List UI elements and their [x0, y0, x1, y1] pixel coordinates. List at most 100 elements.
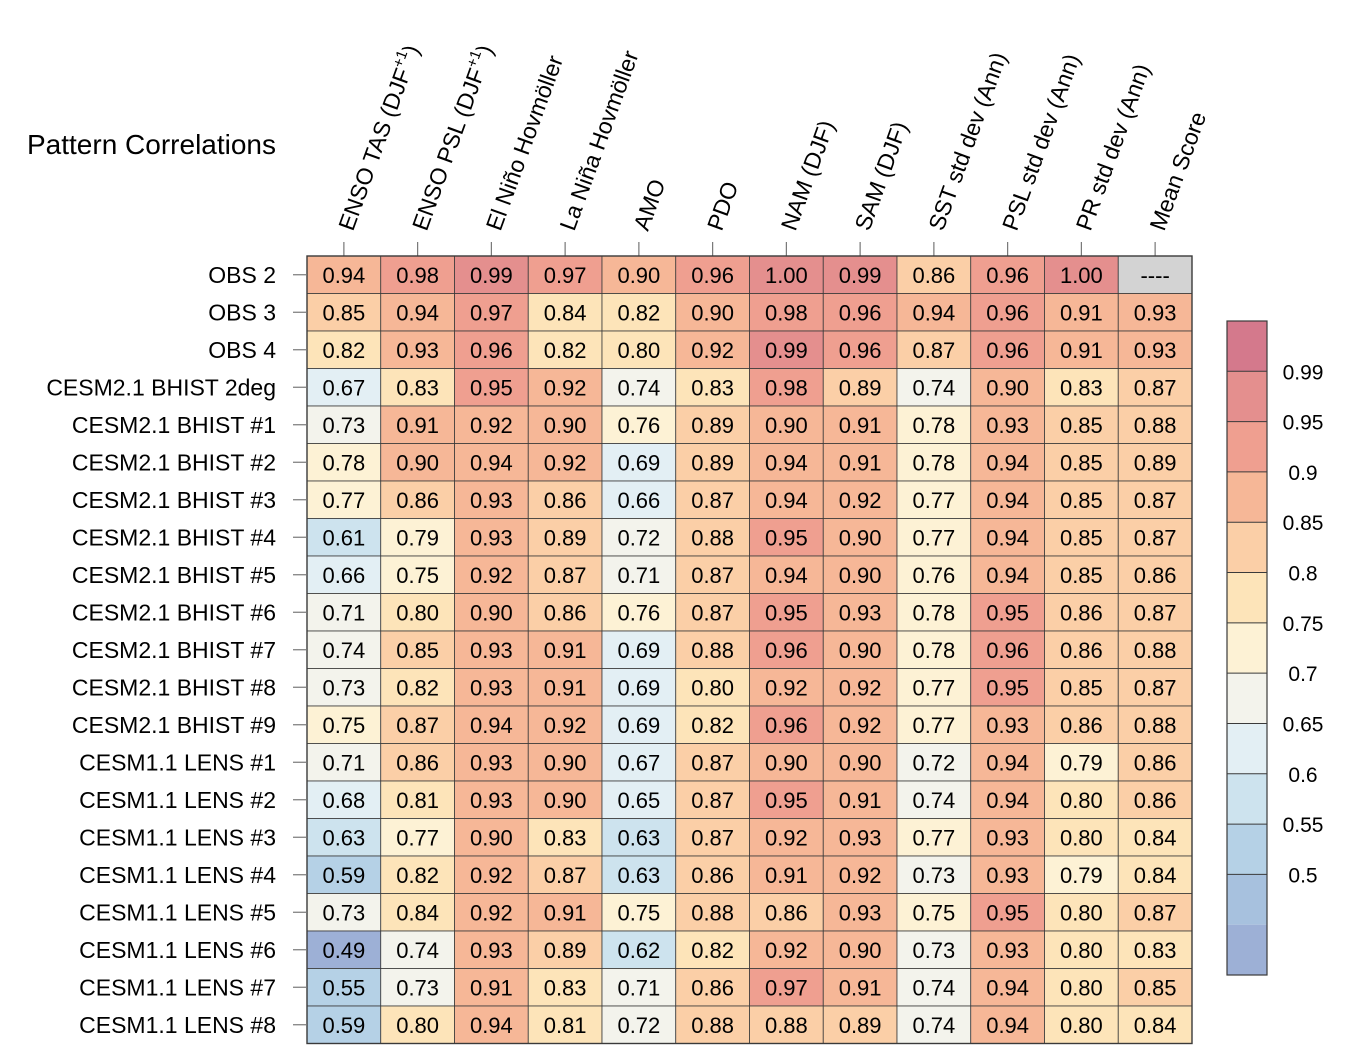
heatmap-cell	[380, 1005, 455, 1044]
heatmap-cell	[896, 518, 972, 557]
cell-value: 0.84	[1134, 1013, 1177, 1038]
heatmap-cell	[822, 855, 898, 894]
heatmap-cell	[1044, 518, 1119, 557]
cell-value: 0.92	[544, 375, 587, 400]
cell-value: 0.85	[1060, 563, 1103, 588]
cell-value: 0.90	[765, 413, 808, 438]
cell-value: 0.87	[1134, 675, 1177, 700]
cell-value: 0.92	[470, 563, 513, 588]
heatmap-cell	[601, 405, 677, 444]
heatmap-cell	[1117, 518, 1193, 557]
cell-value: 0.82	[322, 338, 365, 363]
cell-value: 0.99	[839, 263, 882, 288]
heatmap-cell	[896, 330, 972, 369]
colorbar-segment	[1227, 723, 1267, 774]
colorbar-label: 0.85	[1283, 512, 1324, 535]
heatmap-cell	[527, 480, 603, 519]
heatmap-grid: 0.94 0.98 0.99 0.97 0.90 0.96 1.00 0.99 0.86 0.96…	[306, 255, 1193, 1045]
heatmap-cell	[749, 668, 824, 707]
cell-value: 0.88	[691, 1013, 734, 1038]
cell-value: 0.91	[839, 450, 882, 475]
heatmap-cell	[1044, 555, 1119, 594]
heatmap-cell	[601, 855, 677, 894]
cell-value: 0.90	[839, 750, 882, 775]
cell-value: 0.80	[396, 600, 439, 625]
cell-value: 0.80	[617, 338, 660, 363]
heatmap-cell	[1117, 893, 1193, 932]
row-label: CESM2.1 BHIST #8	[72, 674, 276, 700]
cell-value: 0.87	[1134, 900, 1177, 925]
heatmap-cell	[454, 330, 529, 369]
cell-value: 0.99	[765, 338, 808, 363]
row-label: OBS 2	[208, 262, 276, 288]
cell-value: 0.91	[839, 975, 882, 1000]
cell-value: 0.97	[470, 300, 513, 325]
heatmap-cell	[749, 930, 824, 969]
cell-value: 0.93	[986, 863, 1029, 888]
heatmap-cell	[601, 1005, 677, 1044]
heatmap-cell	[822, 1005, 898, 1044]
heatmap-cell	[306, 668, 382, 707]
row-label: CESM2.1 BHIST #9	[72, 712, 276, 738]
heatmap-cell	[454, 480, 529, 519]
row-label: CESM1.1 LENS #4	[79, 862, 276, 888]
cell-value: 0.77	[912, 675, 955, 700]
cell-value: 0.94	[470, 713, 513, 738]
row-label: OBS 3	[208, 299, 276, 325]
cell-value: 0.85	[1134, 975, 1177, 1000]
cell-value: 0.92	[470, 900, 513, 925]
heatmap-cell	[527, 293, 603, 332]
column-label: ENSO TAS (DJF+1)	[331, 41, 424, 234]
heatmap-cell	[822, 705, 898, 744]
heatmap-cell	[527, 593, 603, 632]
row-label: CESM1.1 LENS #6	[79, 937, 276, 963]
heatmap-cell	[1117, 855, 1193, 894]
cell-value: 0.86	[1134, 563, 1177, 588]
heatmap-cell	[970, 1005, 1045, 1044]
heatmap-cell	[306, 818, 382, 857]
heatmap-cell	[1117, 630, 1193, 669]
cell-value: 0.95	[765, 600, 808, 625]
cell-value: 0.95	[765, 788, 808, 813]
cell-value: 0.92	[765, 938, 808, 963]
heatmap-cell	[527, 518, 603, 557]
cell-value: 0.87	[1134, 525, 1177, 550]
cell-value: 0.94	[765, 450, 808, 475]
cell-value: 0.63	[322, 825, 365, 850]
heatmap-cell	[380, 855, 455, 894]
cell-value: 0.90	[470, 825, 513, 850]
cell-value: 0.94	[765, 563, 808, 588]
heatmap-cell	[601, 330, 677, 369]
heatmap-cell	[527, 855, 603, 894]
heatmap-cell	[970, 780, 1045, 819]
heatmap-cell	[454, 405, 529, 444]
heatmap-cell	[527, 668, 603, 707]
cell-value: 0.96	[986, 263, 1029, 288]
row-label: CESM2.1 BHIST #4	[72, 524, 276, 550]
cell-value: 0.94	[470, 450, 513, 475]
cell-value: 0.84	[544, 300, 587, 325]
cell-value: 0.75	[322, 713, 365, 738]
heatmap-cell	[601, 630, 677, 669]
cell-value: 0.83	[544, 825, 587, 850]
heatmap-cell	[601, 518, 677, 557]
cell-value: 0.92	[839, 713, 882, 738]
heatmap-cell	[1044, 480, 1119, 519]
heatmap-cell	[822, 518, 898, 557]
heatmap-cell	[1117, 930, 1193, 969]
cell-value: 0.96	[839, 300, 882, 325]
heatmap-cell	[306, 1005, 382, 1044]
heatmap-cell	[1117, 668, 1193, 707]
heatmap-cell	[454, 893, 529, 932]
cell-value: 0.75	[396, 563, 439, 588]
cell-value: 0.68	[322, 788, 365, 813]
heatmap-cell	[380, 780, 455, 819]
cell-value: 0.93	[470, 938, 513, 963]
cell-value: 0.87	[691, 563, 734, 588]
column-label: La Niña Hovmöller	[554, 47, 643, 234]
heatmap-cell	[675, 1005, 750, 1044]
heatmap-cell	[970, 818, 1045, 857]
cell-value: 0.83	[396, 375, 439, 400]
cell-value: 0.77	[912, 488, 955, 513]
column-label: SST std dev (Ann)	[923, 49, 1012, 234]
